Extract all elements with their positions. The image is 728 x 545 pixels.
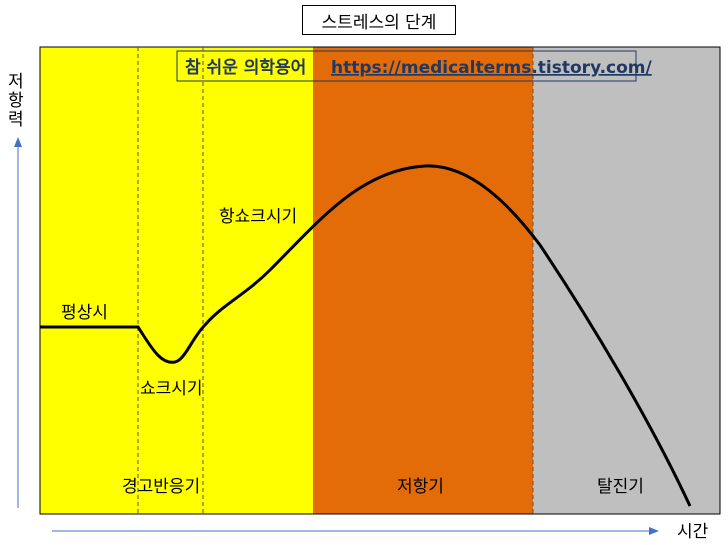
resistance-curve — [40, 164, 692, 507]
phase-exhaustion-region — [533, 47, 720, 514]
label-baseline: 평상시 — [61, 303, 108, 323]
plot-frame — [39, 46, 721, 515]
phase-resistance-region — [313, 47, 533, 514]
phase-label-resistance: 저항기 — [397, 477, 444, 497]
phase-alarm-region — [40, 47, 313, 514]
x-axis-arrowhead — [649, 527, 659, 535]
label-antishock: 항쇼크시기 — [219, 207, 297, 227]
label-shock: 쇼크시기 — [140, 379, 203, 399]
x-axis-label: 시간 — [677, 522, 709, 542]
y-axis-label-char-1: 저 — [8, 72, 24, 92]
diagram-title: 스트레스의 단계 — [302, 5, 456, 35]
banner-box — [176, 50, 637, 82]
y-axis-arrowhead — [14, 137, 22, 147]
banner-link[interactable]: https://medicalterms.tistory.com/ — [331, 58, 653, 78]
y-axis-label-char-3: 력 — [8, 110, 24, 130]
phase-label-alarm: 경고반응기 — [122, 477, 200, 497]
banner-text: 참 쉬운 의학용어 — [185, 57, 306, 78]
y-axis-label-char-2: 항 — [8, 91, 24, 111]
phase-label-exhaustion: 탈진기 — [597, 477, 644, 497]
